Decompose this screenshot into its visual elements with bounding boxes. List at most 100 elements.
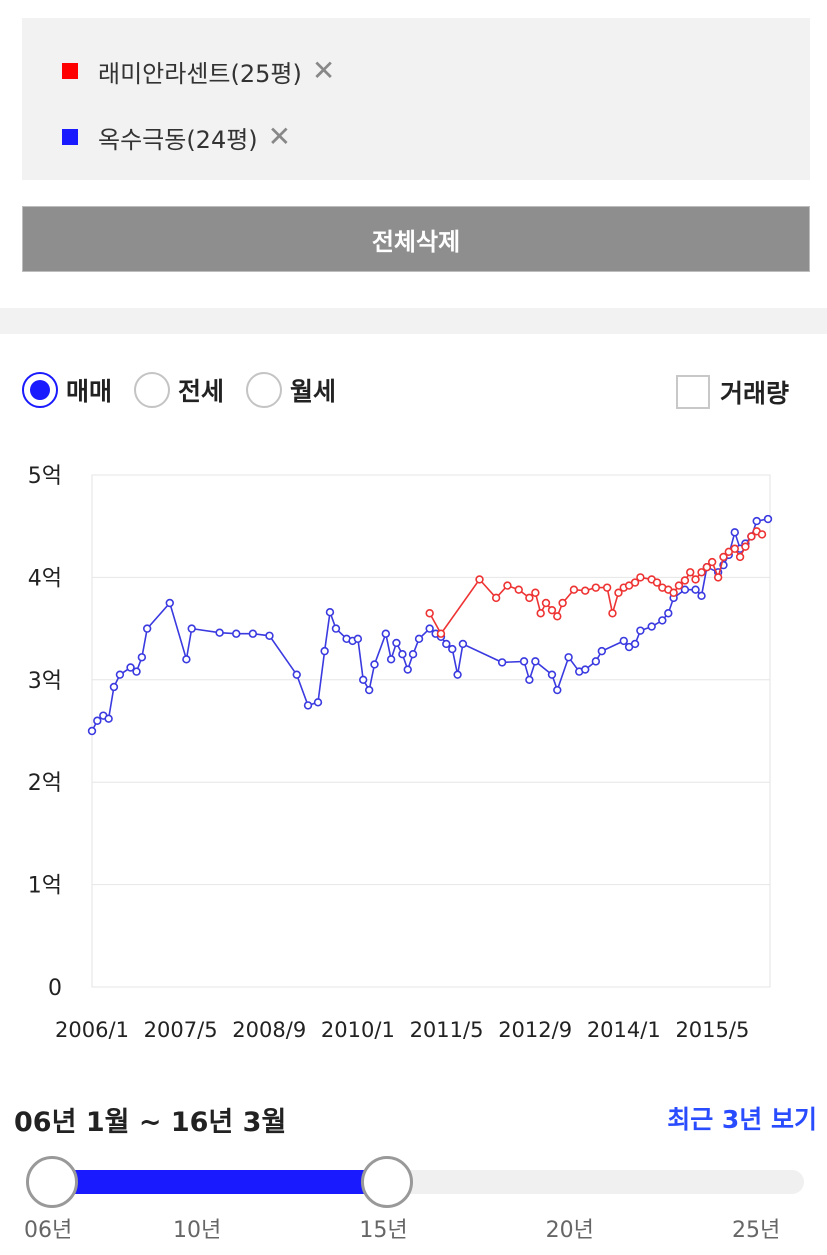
x-tick-label: 2015/5 <box>675 1018 749 1042</box>
data-point <box>132 667 141 676</box>
x-tick-label: 2012/9 <box>498 1018 572 1042</box>
slider-tick-label: 10년 <box>173 1218 222 1243</box>
data-point <box>591 583 601 592</box>
data-point <box>425 609 434 618</box>
slider-tick-label: 25년 <box>732 1218 781 1243</box>
data-point <box>514 585 523 594</box>
data-point <box>752 516 761 526</box>
data-point <box>381 629 390 638</box>
data-point <box>747 532 756 541</box>
delete-all-button[interactable]: 전체삭제 <box>22 206 810 272</box>
legend-label: 옥수극동(24평) <box>98 125 258 154</box>
data-point <box>425 624 434 633</box>
radio-label: 전세 <box>178 377 225 406</box>
chart-series <box>87 514 773 736</box>
series-color-swatch <box>62 63 78 79</box>
data-point <box>636 573 645 582</box>
legend-label: 래미안라센트(25평) <box>98 59 302 88</box>
data-point <box>647 622 656 631</box>
remove-icon[interactable]: ✕ <box>267 120 292 153</box>
data-point <box>142 624 152 633</box>
data-point <box>713 573 723 582</box>
y-tick-label: 2억 <box>28 771 62 796</box>
radio-jeonse[interactable]: 전세 <box>134 372 224 408</box>
data-point <box>87 726 97 736</box>
data-point <box>664 609 673 618</box>
slider-tick-label: 15년 <box>359 1218 408 1243</box>
data-point <box>531 657 540 666</box>
data-point <box>602 583 612 592</box>
data-point <box>453 670 462 679</box>
data-point <box>581 665 590 674</box>
data-point <box>442 639 451 649</box>
data-point <box>370 660 379 669</box>
data-point <box>558 598 567 608</box>
slider-end-handle[interactable] <box>361 1156 414 1208</box>
data-point <box>680 576 690 585</box>
slider-tick-label: 20년 <box>545 1218 594 1243</box>
data-point <box>137 653 147 662</box>
chart-axes: 0 1억 2억 3억 4억 5억 2006/1 2007/5 2008/9 2010/1 2011/… <box>28 464 750 1042</box>
data-point <box>730 544 739 553</box>
x-tick-label: 2007/5 <box>144 1018 218 1042</box>
data-point <box>630 639 640 649</box>
data-point <box>741 542 750 551</box>
data-point <box>525 593 534 603</box>
data-point <box>303 701 313 710</box>
data-point <box>591 657 601 666</box>
data-point <box>597 646 607 656</box>
radio-label: 월세 <box>290 377 337 406</box>
data-point <box>386 655 396 664</box>
data-point <box>325 608 335 617</box>
data-point <box>313 698 323 707</box>
y-tick-label: 0 <box>48 976 62 1001</box>
checkbox-label: 거래량 <box>719 379 789 408</box>
x-tick-label: 2006/1 <box>55 1018 129 1042</box>
data-point <box>536 609 545 618</box>
data-point <box>392 638 401 648</box>
data-point <box>730 528 739 537</box>
data-point <box>320 646 329 656</box>
chart-grid <box>91 474 771 988</box>
data-point <box>491 593 501 603</box>
data-point <box>353 634 363 644</box>
data-point <box>569 585 579 594</box>
plot-area <box>91 474 771 988</box>
data-point <box>398 650 407 659</box>
data-point <box>614 588 623 597</box>
data-point <box>697 568 706 577</box>
trade-type-radio-group: 매매 전세 월세 <box>22 372 358 408</box>
data-point <box>331 624 341 633</box>
remove-icon[interactable]: ✕ <box>311 54 336 87</box>
data-point <box>104 714 113 723</box>
data-point <box>109 682 119 692</box>
data-point <box>436 629 446 638</box>
y-tick-label: 3억 <box>28 669 62 694</box>
recent-3-years-link[interactable]: 최근 3년 보기 <box>667 1105 817 1134</box>
radio-empty-icon <box>246 372 283 408</box>
slider-start-handle[interactable] <box>26 1156 78 1208</box>
data-point <box>503 581 512 590</box>
data-point <box>525 675 534 685</box>
checkbox-icon <box>675 375 710 409</box>
data-point <box>763 514 773 524</box>
data-point <box>292 670 301 679</box>
trade-volume-checkbox[interactable]: 거래량 <box>675 374 789 410</box>
data-point <box>619 636 628 646</box>
data-point <box>497 658 507 667</box>
x-tick-label: 2010/1 <box>321 1018 395 1042</box>
radio-monthly-rent[interactable]: 월세 <box>246 372 336 408</box>
data-point <box>458 639 468 649</box>
series-color-swatch <box>62 129 78 145</box>
data-point <box>652 578 662 587</box>
x-tick-label: 2014/1 <box>587 1018 661 1042</box>
data-point <box>364 685 374 695</box>
data-point <box>265 631 274 640</box>
data-point <box>182 655 191 664</box>
radio-empty-icon <box>134 372 171 408</box>
data-point <box>448 644 457 654</box>
data-point <box>165 598 174 608</box>
data-point <box>691 585 700 594</box>
radio-sale[interactable]: 매매 <box>22 372 112 408</box>
data-point <box>691 575 700 584</box>
